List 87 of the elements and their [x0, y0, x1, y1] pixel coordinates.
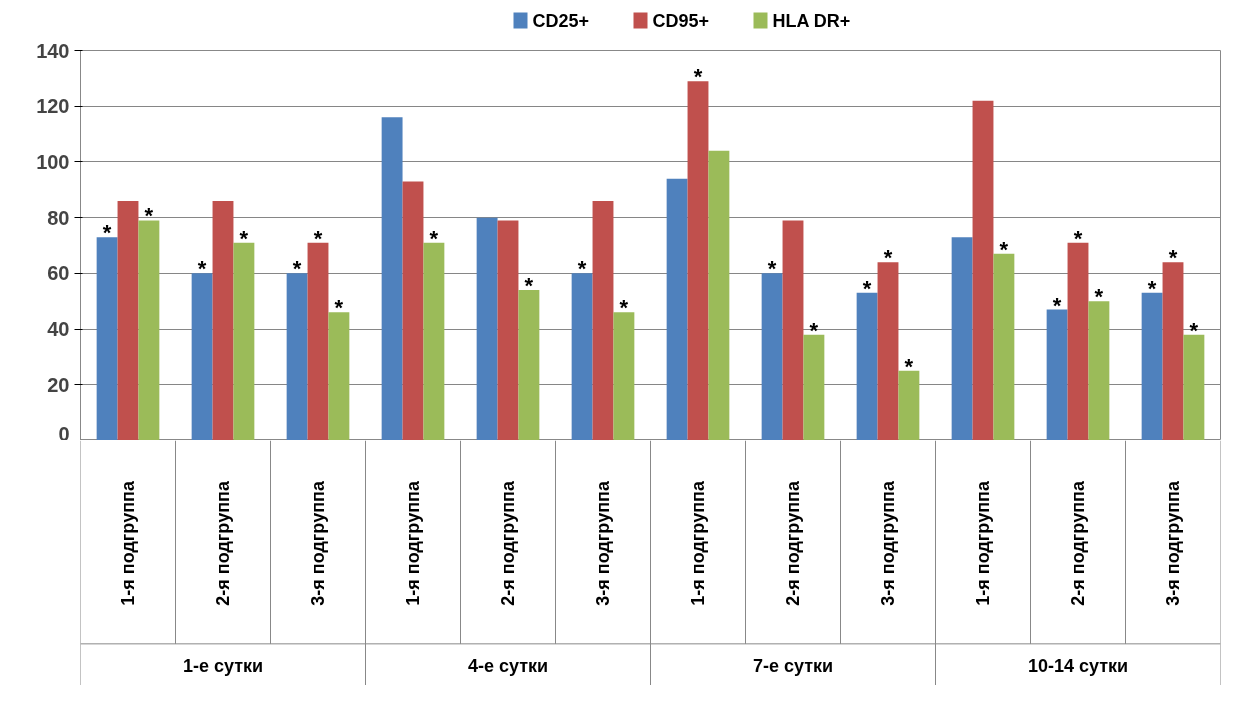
y-tick-label: 40 [47, 318, 70, 341]
y-tick-label: 20 [47, 373, 70, 396]
data-label: * [429, 225, 439, 251]
data-label: * [999, 236, 1009, 262]
y-tick-label: 100 [36, 150, 70, 173]
bar [761, 273, 783, 440]
bar [877, 262, 899, 440]
bar [423, 242, 445, 440]
x-tick-label: 3-я подгруппа [1163, 480, 1183, 606]
y-tick-label: 140 [36, 39, 70, 62]
data-label: * [524, 273, 534, 299]
data-label: * [239, 225, 249, 251]
y-tick-label: 60 [47, 262, 70, 285]
bar [518, 290, 540, 440]
legend-label: HLA DR+ [772, 10, 851, 31]
bar [1141, 292, 1163, 440]
x-tick-label: 1-я подгруппа [118, 480, 138, 606]
bar [117, 200, 139, 440]
x-tick-label: 3-я подгруппа [593, 480, 613, 606]
bar [286, 273, 308, 440]
data-label: * [883, 245, 893, 271]
data-label: * [862, 275, 872, 301]
bar [497, 220, 519, 440]
bar [782, 220, 804, 440]
x-tick-label: 3-я подгруппа [308, 480, 328, 606]
bar [803, 334, 825, 440]
data-label: * [1052, 292, 1062, 318]
x-tick-label: 2-я подгруппа [213, 480, 233, 606]
data-label: * [904, 353, 914, 379]
data-label: * [577, 256, 587, 282]
bar [328, 312, 350, 440]
data-label: * [619, 295, 629, 321]
x-tick-label: 1-я подгруппа [688, 480, 708, 606]
data-label: * [1073, 225, 1083, 251]
bar [402, 181, 424, 440]
text: 4-е сутки [467, 655, 549, 676]
x-tick-label: 2-я подгруппа [1068, 480, 1088, 606]
x-tick-label: 3-я подгруппа [878, 480, 898, 606]
data-label: * [1147, 275, 1157, 301]
bar [951, 237, 973, 440]
x-tick-label: 1-я подгруппа [403, 480, 423, 606]
data-label: * [1189, 317, 1199, 343]
bar [708, 150, 730, 440]
legend-label: CD25+ [532, 10, 590, 31]
bar [898, 370, 920, 440]
bar [1046, 309, 1068, 440]
bar [476, 217, 498, 440]
bar [96, 237, 118, 440]
data-label: * [1094, 284, 1104, 310]
x-tick-label: 2-я подгруппа [498, 480, 518, 606]
bar [138, 220, 160, 440]
text: 1-е сутки [182, 655, 264, 676]
text: 10-14 сутки [1027, 655, 1129, 676]
x-tick-label: 1-я подгруппа [973, 480, 993, 606]
x-tick-label: 2-я подгруппа [783, 480, 803, 606]
data-label: * [809, 317, 819, 343]
bar [993, 253, 1015, 440]
bar [1183, 334, 1205, 440]
data-label: * [144, 203, 154, 229]
bar [856, 292, 878, 440]
data-label: * [767, 256, 777, 282]
bar [233, 242, 255, 440]
data-label: * [1168, 245, 1178, 271]
y-tick-label: 120 [36, 95, 70, 118]
data-label: * [102, 220, 112, 246]
data-label: * [334, 295, 344, 321]
y-tick-label: 80 [47, 206, 70, 229]
bar [212, 200, 234, 440]
bar [1162, 262, 1184, 440]
text: 7-е сутки [752, 655, 834, 676]
bar [381, 117, 403, 440]
y-tick-label: 0 [58, 422, 70, 445]
bar [1088, 301, 1110, 440]
data-label: * [313, 225, 323, 251]
bar [613, 312, 635, 440]
bar [307, 242, 329, 440]
bar [687, 81, 709, 440]
bar [571, 273, 593, 440]
bar [1067, 242, 1089, 440]
legend-label: CD95+ [652, 10, 710, 31]
data-label: * [197, 256, 207, 282]
bar [972, 100, 994, 440]
data-label: * [693, 64, 703, 90]
bar [592, 200, 614, 440]
bar [666, 178, 688, 440]
data-label: * [292, 256, 302, 282]
bar [191, 273, 213, 440]
